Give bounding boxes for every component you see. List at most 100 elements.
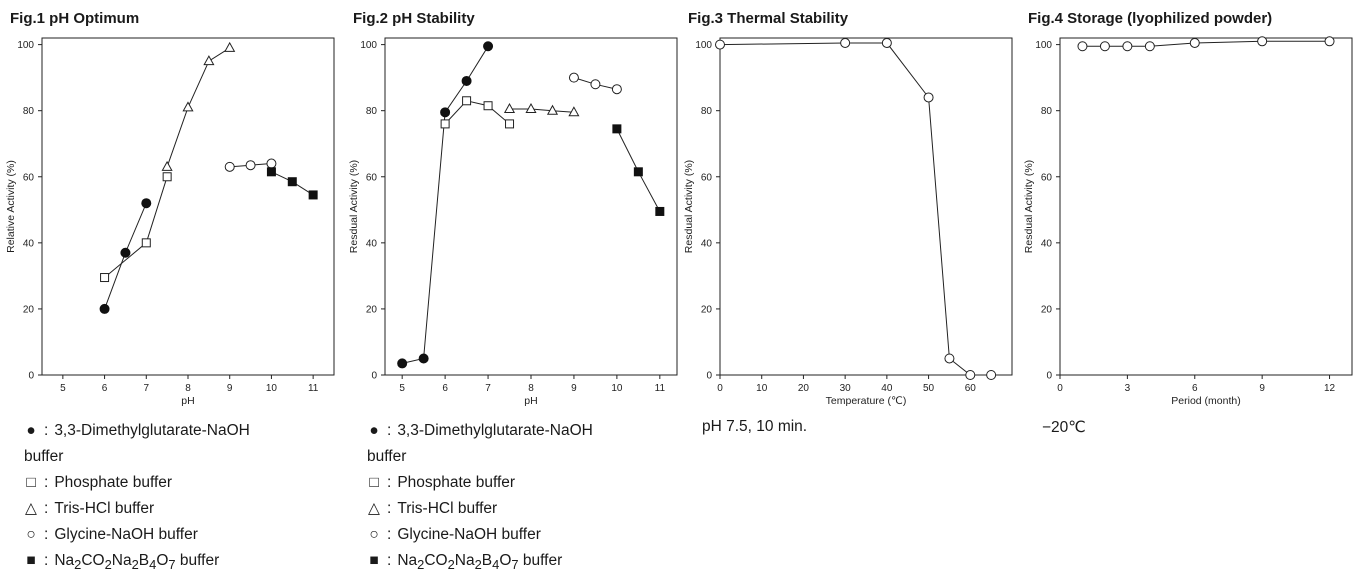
data-point (923, 92, 934, 103)
series-line (509, 108, 574, 113)
data-point (505, 119, 515, 129)
legend-label: 3,3-Dimethylglutarate-NaOH (54, 422, 250, 439)
panel-fig1: Fig.1 pH Optimum 5 6 7 8 9 10 11 0 20 40 60 80 100 pH… (0, 0, 340, 587)
y-tick-label: 20 (366, 304, 378, 315)
x-tick-label: 10 (266, 383, 278, 394)
data-point (1099, 41, 1110, 52)
y-axis-label: Resdual Activity (%) (1023, 160, 1035, 253)
data-point (590, 79, 601, 90)
chart-title: Fig.3 Thermal Stability (688, 10, 849, 27)
x-tick-label: 9 (1259, 383, 1265, 394)
data-point (397, 358, 408, 369)
data-point (224, 161, 235, 172)
y-tick-label: 100 (695, 40, 712, 51)
legend-label: 3,3-Dimethylglutarate-NaOH (397, 422, 593, 439)
chart-fig4: 0 3 6 9 12 0 20 40 60 80 100 Period (month) Resdual … (1023, 36, 1353, 407)
data-point (440, 107, 451, 118)
x-axis-label: pH (181, 395, 194, 407)
condition-note: −20℃ (1042, 419, 1086, 436)
legend-label: Phosphate buffer (54, 474, 173, 491)
data-point (715, 39, 725, 50)
legend-separator: : (44, 500, 49, 517)
x-tick-label: 30 (840, 383, 852, 394)
x-tick-label: 7 (144, 383, 150, 394)
y-tick-label: 40 (1041, 238, 1053, 249)
y-tick-label: 40 (701, 238, 713, 249)
x-tick-label: 3 (1125, 383, 1131, 394)
y-tick-label: 100 (1035, 40, 1052, 51)
legend-item: ●:3,3-Dimethylglutarate-NaOH (367, 418, 593, 444)
chart-title: Fig.4 Storage (lyophilized powder) (1028, 10, 1273, 27)
data-point (440, 119, 450, 129)
legend-label-continued: buffer (367, 448, 407, 465)
y-tick-label: 80 (366, 106, 378, 117)
data-point (612, 124, 622, 134)
legend-separator: : (387, 422, 392, 439)
data-point (525, 102, 537, 113)
data-point (840, 37, 851, 48)
x-tick-label: 9 (571, 383, 577, 394)
y-axis-label: Resdual Activity (%) (683, 160, 695, 253)
y-tick-label: 60 (1041, 172, 1053, 183)
legend-label-continued: buffer (24, 448, 64, 465)
panel-fig3: Fig.3 Thermal Stability 0 10 20 30 40 50 60 0 20… (678, 0, 1018, 587)
chart-title: Fig.1 pH Optimum (10, 10, 140, 27)
panel-fig2: Fig.2 pH Stability 5 6 7 8 9 10 11 0 20 40 60 80 100… (343, 0, 683, 587)
condition-note: pH 7.5, 10 min. (702, 418, 808, 435)
legend-separator: : (387, 500, 392, 517)
y-tick-label: 80 (23, 106, 35, 117)
legend-separator: : (387, 474, 392, 491)
data-point (162, 172, 172, 182)
x-tick-label: 60 (965, 383, 977, 394)
legend-separator: : (387, 552, 392, 569)
chart-fig1: 5 6 7 8 9 10 11 0 20 40 60 80 100 pH Relative Activity… (5, 37, 335, 407)
data-point (568, 72, 579, 83)
data-point (483, 101, 493, 111)
series-line (402, 46, 489, 364)
x-tick-label: 50 (923, 383, 935, 394)
y-tick-label: 0 (706, 371, 712, 382)
data-point (266, 158, 277, 169)
data-point (308, 190, 318, 200)
data-point (1189, 37, 1200, 48)
y-tick-label: 60 (366, 172, 378, 183)
legend-marker-icon: △ (25, 500, 37, 517)
y-tick-label: 60 (23, 172, 35, 183)
y-tick-label: 0 (1046, 371, 1052, 382)
legend-marker-icon: □ (26, 474, 36, 491)
x-axis-label: Period (month) (1171, 395, 1240, 407)
data-point (461, 75, 472, 86)
data-point (287, 177, 297, 187)
data-point (986, 370, 997, 380)
y-tick-label: 40 (23, 238, 35, 249)
legend-label: Tris-HCl buffer (397, 500, 498, 517)
y-axis-label: Relative Activity (%) (5, 160, 17, 253)
legend-marker-icon: ○ (26, 526, 36, 543)
data-point (100, 273, 110, 283)
legend-label: Glycine-NaOH buffer (397, 526, 541, 543)
data-point (546, 104, 559, 115)
x-tick-label: 8 (185, 383, 191, 394)
x-tick-label: 8 (528, 383, 534, 394)
data-point (611, 84, 622, 95)
legend-label: Glycine-NaOH buffer (54, 526, 198, 543)
plot-frame (1059, 37, 1353, 376)
data-point (462, 96, 472, 106)
data-point (182, 101, 194, 112)
x-tick-label: 6 (102, 383, 108, 394)
x-tick-label: 11 (655, 383, 666, 394)
x-tick-label: 5 (60, 383, 66, 394)
data-point (120, 247, 131, 258)
x-tick-label: 6 (442, 383, 448, 394)
series-line (719, 42, 992, 376)
x-tick-label: 20 (798, 383, 810, 394)
legend-label: Na2CO2Na2B4O7 buffer (54, 552, 220, 573)
data-point (503, 102, 516, 113)
chart-title: Fig.2 pH Stability (353, 10, 475, 27)
series-line (444, 100, 510, 125)
legend-marker-icon: ● (369, 422, 379, 439)
plot-frame (384, 37, 678, 376)
data-point (224, 41, 236, 52)
y-tick-label: 20 (23, 304, 35, 315)
legend-marker-icon: ● (26, 422, 36, 439)
